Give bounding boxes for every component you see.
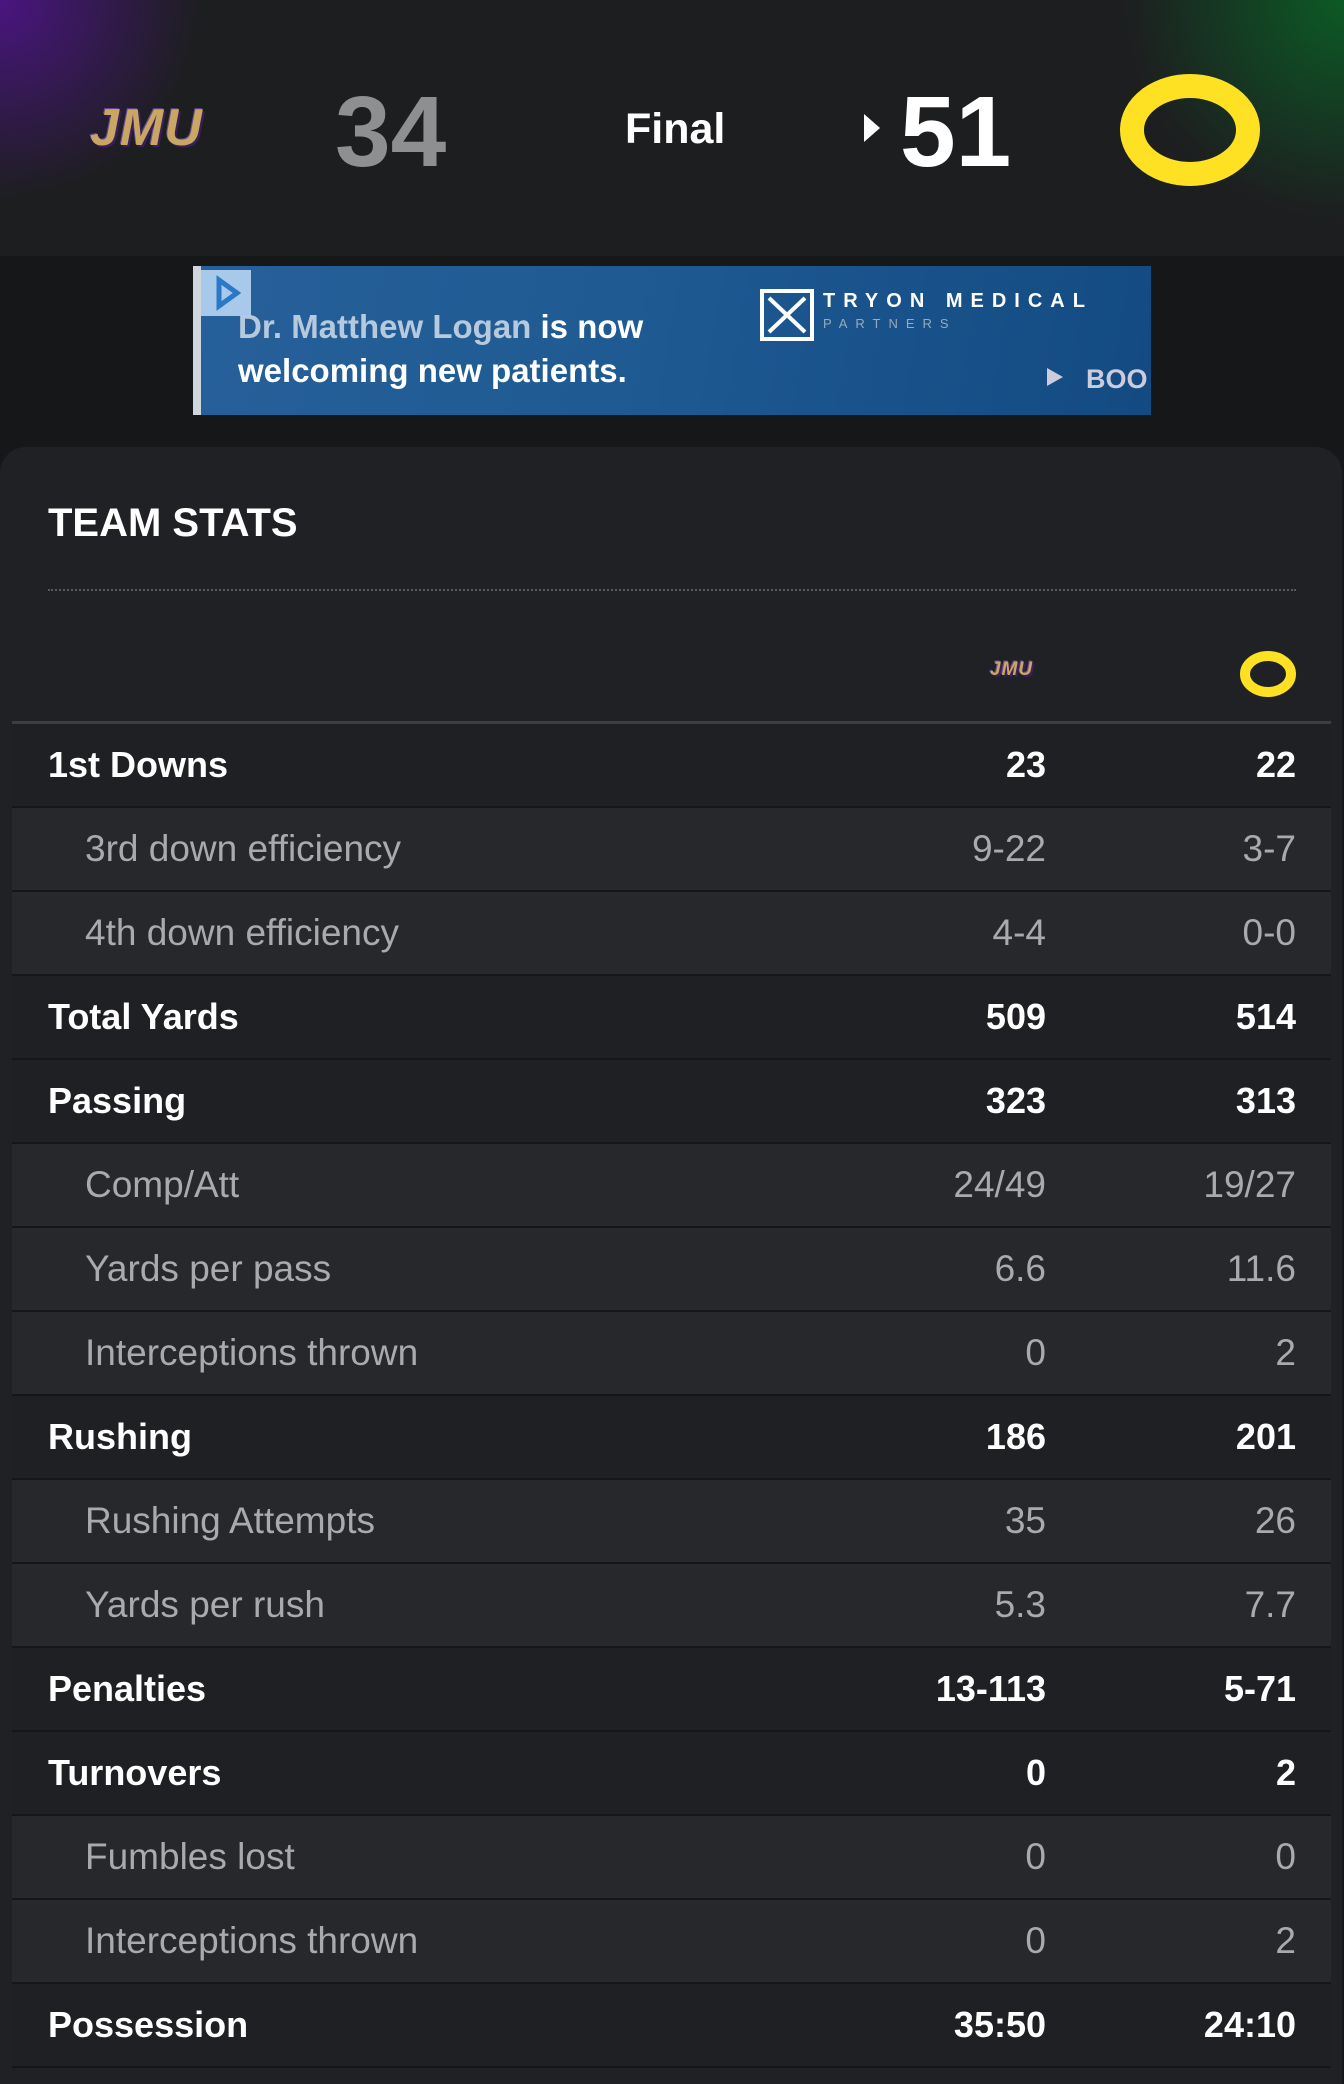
home-score: 51 bbox=[900, 76, 1012, 188]
section-title: TEAM STATS bbox=[48, 501, 298, 545]
stat-label: Interceptions thrown bbox=[85, 1920, 419, 1961]
stat-label: Interceptions thrown bbox=[85, 1332, 419, 1373]
ad-brand-icon bbox=[760, 289, 814, 341]
home-value: 313 bbox=[1235, 1080, 1296, 1121]
away-value: 186 bbox=[985, 1416, 1046, 1457]
home-value: 24:10 bbox=[1203, 2004, 1296, 2045]
stat-row: Fumbles lost 0 0 bbox=[12, 1816, 1331, 1900]
away-value: 323 bbox=[985, 1080, 1046, 1121]
stat-label: Penalties bbox=[48, 1668, 207, 1709]
home-logo bbox=[1120, 74, 1260, 186]
stat-label: Rushing Attempts bbox=[85, 1500, 375, 1541]
away-score: 34 bbox=[335, 76, 447, 188]
stat-row: Comp/Att 24/49 19/27 bbox=[12, 1144, 1331, 1228]
stat-label: Rushing bbox=[48, 1416, 192, 1457]
ad-line2: welcoming new patients. bbox=[238, 352, 627, 389]
home-value: 22 bbox=[1255, 744, 1296, 785]
scoreboard: JMU 34 Final 51 bbox=[0, 0, 1344, 256]
home-value: 514 bbox=[1235, 996, 1296, 1037]
stat-label: 4th down efficiency bbox=[85, 912, 400, 953]
away-value: 9-22 bbox=[971, 828, 1046, 869]
stat-row: 1st Downs 23 22 bbox=[12, 724, 1331, 808]
stat-row: Rushing 186 201 bbox=[12, 1396, 1331, 1480]
header-rule bbox=[12, 721, 1331, 724]
away-value: 5.3 bbox=[994, 1584, 1046, 1625]
away-value: 6.6 bbox=[994, 1248, 1046, 1289]
away-value: 23 bbox=[1005, 744, 1046, 785]
ad-brand: TRYON MEDICAL bbox=[823, 290, 1093, 312]
ad-banner[interactable]: Dr. Matthew Logan is now welcoming new p… bbox=[193, 266, 1151, 415]
home-value: 2 bbox=[1275, 1752, 1296, 1793]
ad-line1: is now bbox=[540, 308, 644, 345]
away-logo: JMU bbox=[90, 99, 203, 157]
away-value: 24/49 bbox=[953, 1164, 1046, 1205]
away-value: 35:50 bbox=[953, 2004, 1046, 2045]
stat-label: 1st Downs bbox=[48, 744, 229, 785]
ad-edge bbox=[193, 266, 201, 415]
ad-cta[interactable]: BOO bbox=[1086, 364, 1148, 394]
away-value: 13-113 bbox=[935, 1668, 1046, 1709]
stat-label: Total Yards bbox=[48, 996, 239, 1037]
divider bbox=[48, 589, 1296, 591]
home-col-logo bbox=[1240, 651, 1296, 697]
stat-row: 3rd down efficiency 9-22 3-7 bbox=[12, 808, 1331, 892]
stat-row: Penalties 13-113 5-71 bbox=[12, 1648, 1331, 1732]
home-value: 201 bbox=[1235, 1416, 1296, 1457]
stat-row: Turnovers 0 2 bbox=[12, 1732, 1331, 1816]
away-value: 35 bbox=[1004, 1500, 1046, 1541]
stat-row: Interceptions thrown 0 2 bbox=[12, 1312, 1331, 1396]
ad-icon bbox=[201, 270, 251, 316]
home-value: 0-0 bbox=[1242, 912, 1296, 953]
home-value: 0 bbox=[1275, 1836, 1296, 1877]
home-value: 2 bbox=[1275, 1332, 1296, 1373]
home-value: 5-71 bbox=[1223, 1668, 1296, 1709]
stat-row: Passing 323 313 bbox=[12, 1060, 1331, 1144]
home-value: 7.7 bbox=[1244, 1584, 1296, 1625]
away-value: 509 bbox=[985, 996, 1046, 1037]
ad-brand-sub: PARTNERS bbox=[823, 316, 957, 331]
stat-row: Rushing Attempts 35 26 bbox=[12, 1480, 1331, 1564]
home-value: 11.6 bbox=[1226, 1248, 1296, 1289]
ad-cta-arrow bbox=[1047, 368, 1063, 386]
team-stats-card: TEAM STATS JMU 1st Downs 23 22 3rd down eff… bbox=[0, 447, 1342, 2084]
stat-label: Yards per pass bbox=[85, 1248, 332, 1289]
ad-doctor: Dr. Matthew Logan bbox=[238, 308, 532, 345]
stat-label: Yards per rush bbox=[85, 1584, 325, 1625]
stat-row: Possession 35:50 24:10 bbox=[12, 1984, 1331, 2068]
stat-row: Yards per pass 6.6 11.6 bbox=[12, 1228, 1331, 1312]
winner-arrow bbox=[864, 114, 880, 142]
home-value: 26 bbox=[1254, 1500, 1296, 1541]
stat-row: 4th down efficiency 4-4 0-0 bbox=[12, 892, 1331, 976]
stat-label: Passing bbox=[48, 1080, 187, 1121]
away-col-logo: JMU bbox=[990, 659, 1034, 680]
away-value: 0 bbox=[1025, 1920, 1046, 1961]
stat-row: Yards per rush 5.3 7.7 bbox=[12, 1564, 1331, 1648]
stat-row: Total Yards 509 514 bbox=[12, 976, 1331, 1060]
away-value: 4-4 bbox=[992, 912, 1046, 953]
away-value: 0 bbox=[1025, 1836, 1046, 1877]
home-value: 3-7 bbox=[1242, 828, 1296, 869]
stat-row: Interceptions thrown 0 2 bbox=[12, 1900, 1331, 1984]
ad-text: Dr. Matthew Logan is now bbox=[238, 308, 643, 346]
away-value: 0 bbox=[1025, 1332, 1046, 1373]
home-value: 2 bbox=[1275, 1920, 1296, 1961]
stat-label: Comp/Att bbox=[85, 1164, 240, 1205]
stat-label: Possession bbox=[48, 2004, 249, 2045]
stat-label: Turnovers bbox=[48, 1752, 222, 1793]
home-value: 19/27 bbox=[1203, 1164, 1296, 1205]
game-status: Final bbox=[625, 105, 726, 153]
stat-label: 3rd down efficiency bbox=[85, 828, 402, 869]
stat-label: Fumbles lost bbox=[85, 1836, 295, 1877]
away-value: 0 bbox=[1025, 1752, 1046, 1793]
